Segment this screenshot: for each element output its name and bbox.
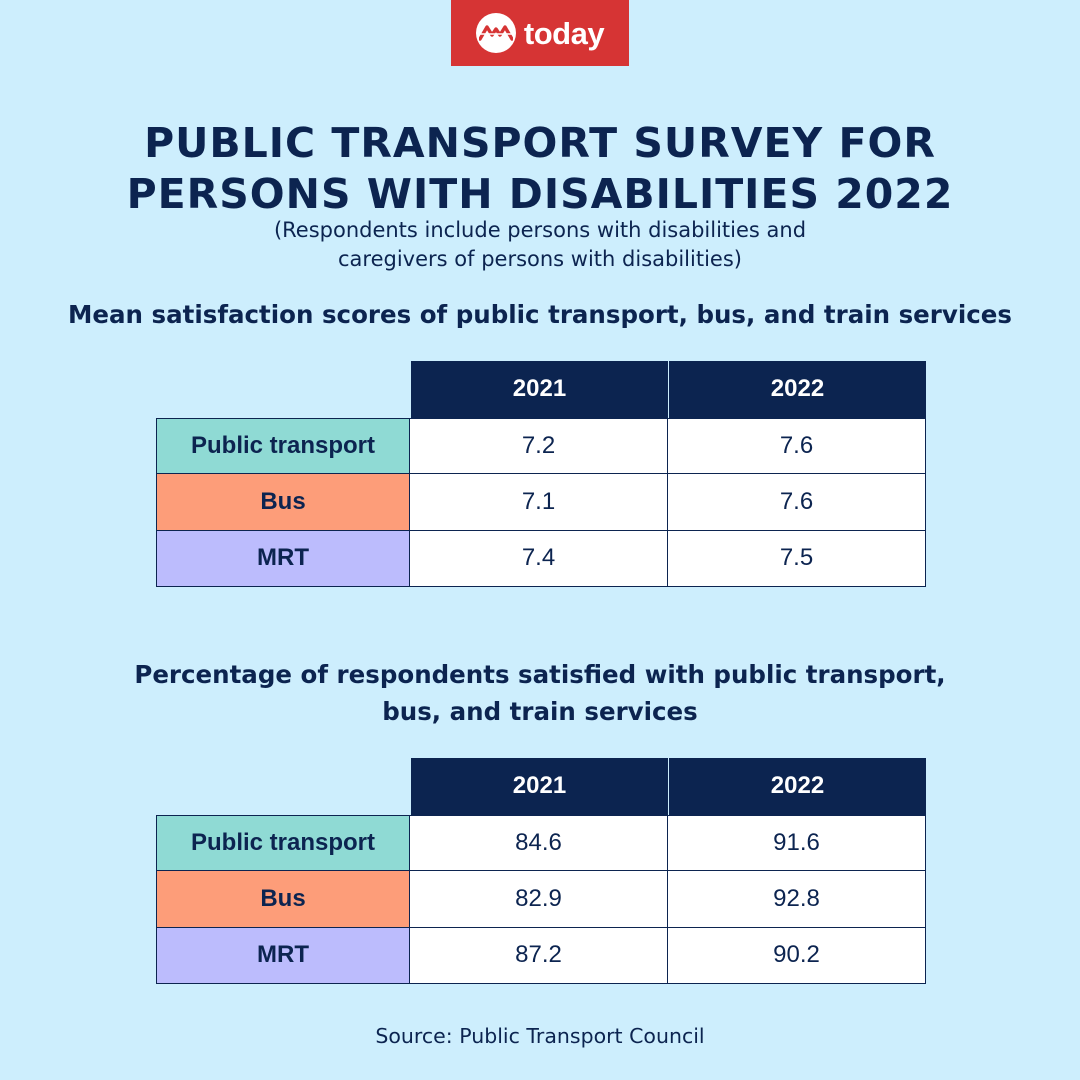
table-cell-value: 91.6: [668, 814, 926, 871]
table-row: MRT 87.2 90.2: [156, 927, 926, 984]
table-row: Public transport 84.6 91.6: [156, 814, 926, 871]
table-cell-value: 92.8: [668, 871, 926, 928]
table-cell-value: 7.6: [668, 474, 926, 531]
mean-scores-heading-line-1: Mean satisfaction scores of public trans…: [68, 300, 1012, 329]
column-header-2021: 2021: [410, 758, 668, 815]
title-line-2: PERSONS WITH DISABILITIES 2022: [126, 170, 954, 218]
mean-scores-heading: Mean satisfaction scores of public trans…: [0, 296, 1080, 333]
row-label: MRT: [156, 530, 410, 587]
column-header-2022: 2022: [668, 758, 926, 815]
mean-scores-table: 2021 2022 Public transport 7.2 7.6 Bus 7.1 7.6 M…: [156, 361, 926, 587]
percentage-heading: Percentage of respondents satisfied with…: [0, 656, 1080, 730]
page-title: PUBLIC TRANSPORT SURVEY FOR PERSONS WITH…: [0, 118, 1080, 220]
table-cell-value: 84.6: [410, 814, 668, 871]
row-label: MRT: [156, 927, 410, 984]
table-cell-value: 7.2: [410, 417, 668, 474]
row-label: Bus: [156, 474, 410, 531]
table-cell-value: 82.9: [410, 871, 668, 928]
row-label: Bus: [156, 871, 410, 928]
percentage-table: 2021 2022 Public transport 84.6 91.6 Bus 82.9 9…: [156, 758, 926, 984]
page-subtitle: (Respondents include persons with disabi…: [0, 216, 1080, 274]
percentage-heading-line-1: Percentage of respondents satisfied with…: [134, 660, 946, 689]
table-corner: [156, 758, 410, 815]
table-cell-value: 90.2: [668, 927, 926, 984]
row-label: Public transport: [156, 814, 410, 871]
percentage-heading-line-2: bus, and train services: [382, 697, 698, 726]
subtitle-line-1: (Respondents include persons with disabi…: [273, 218, 807, 242]
column-header-2022: 2022: [668, 361, 926, 418]
title-line-1: PUBLIC TRANSPORT SURVEY FOR: [144, 119, 936, 167]
table-cell-value: 7.4: [410, 530, 668, 587]
table-cell-value: 7.1: [410, 474, 668, 531]
table-row: Public transport 7.2 7.6: [156, 417, 926, 474]
table-row: Bus 82.9 92.8: [156, 871, 926, 928]
table-header-row: 2021 2022: [156, 758, 926, 815]
today-logo: today: [451, 0, 629, 66]
column-header-2021: 2021: [410, 361, 668, 418]
logo-text: today: [523, 15, 605, 51]
table-corner: [156, 361, 410, 418]
source-note: Source: Public Transport Council: [375, 1024, 705, 1048]
today-logo-icon: [475, 13, 516, 53]
table-cell-value: 87.2: [410, 927, 668, 984]
table-row: MRT 7.4 7.5: [156, 530, 926, 587]
table-cell-value: 7.6: [668, 417, 926, 474]
table-row: Bus 7.1 7.6: [156, 474, 926, 531]
table-header-row: 2021 2022: [156, 361, 926, 418]
table-cell-value: 7.5: [668, 530, 926, 587]
row-label: Public transport: [156, 417, 410, 474]
subtitle-line-2: caregivers of persons with disabilities): [338, 247, 742, 271]
